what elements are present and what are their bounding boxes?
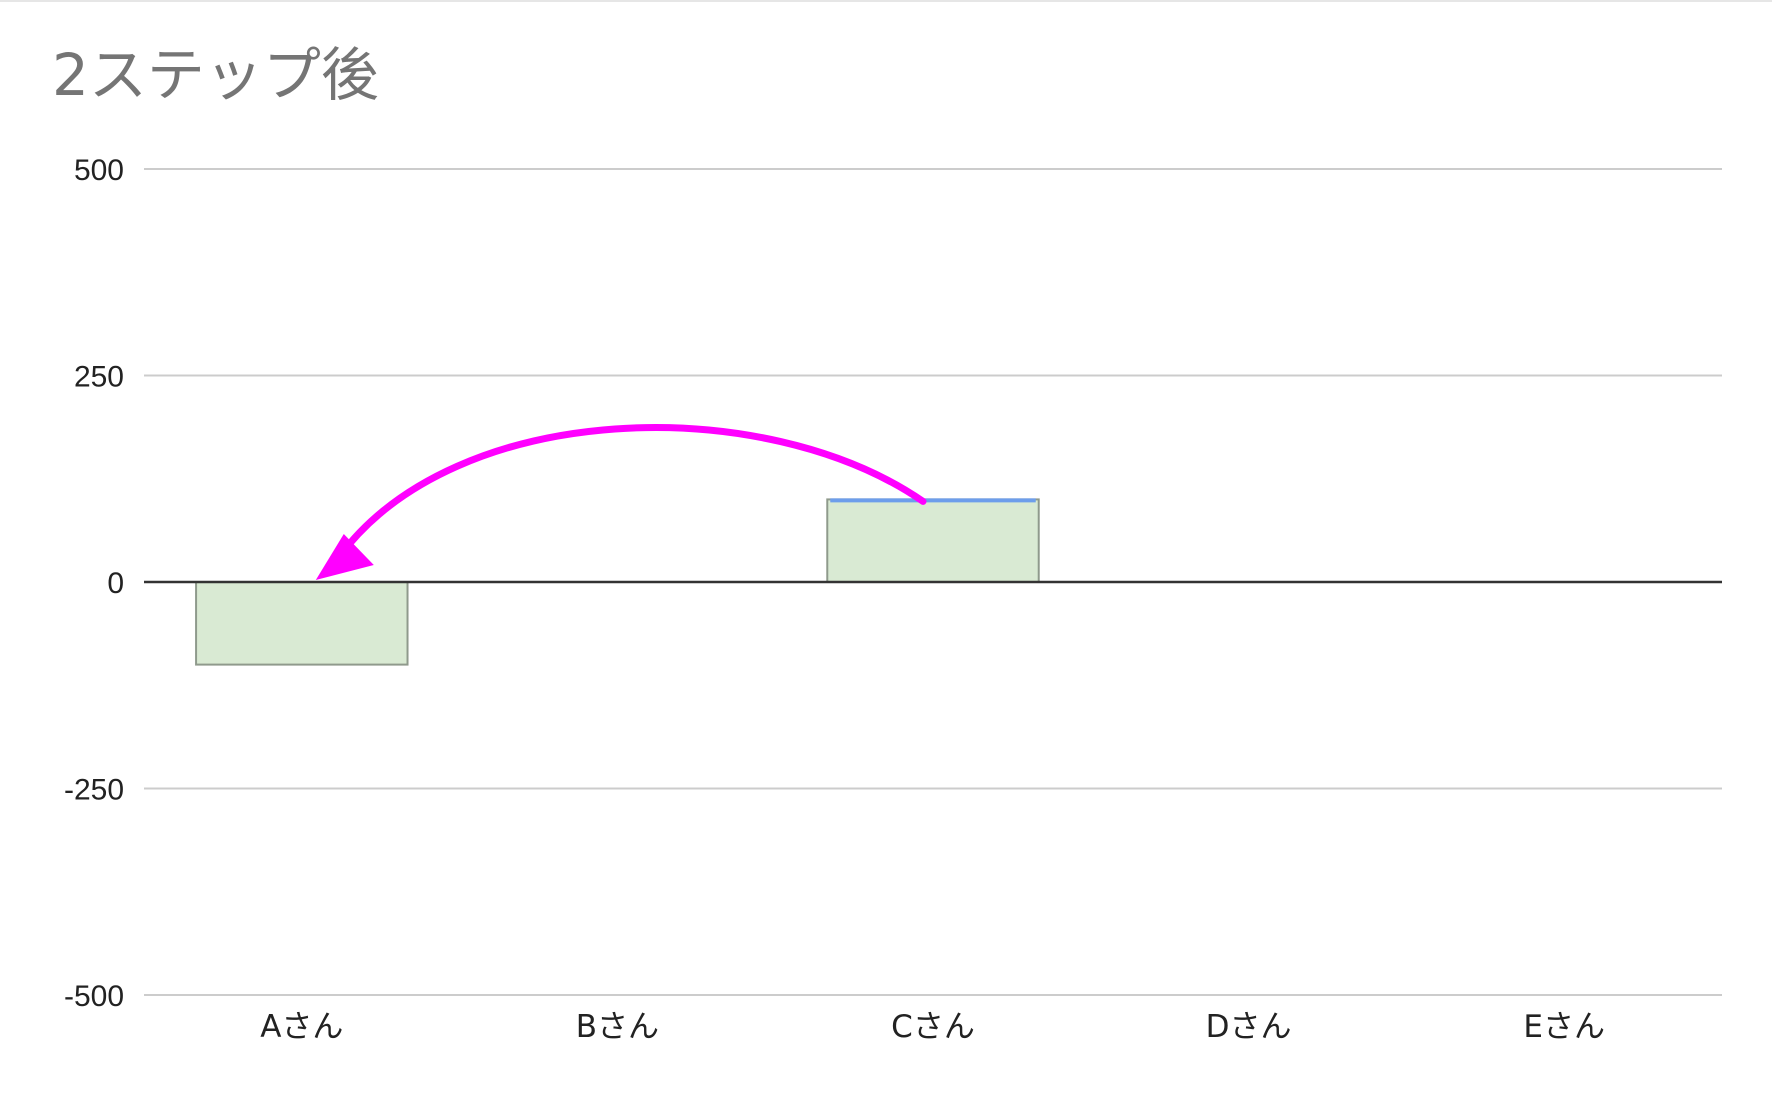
- annotation-arrow: [315, 424, 927, 580]
- y-axis-ticks: 500 250 0 -250 -500: [64, 154, 124, 1013]
- y-tick-label: 250: [74, 361, 124, 394]
- x-category-label: Eさん: [1523, 1009, 1605, 1045]
- x-axis-labels: Aさん Bさん Cさん Dさん Eさん: [260, 1009, 1605, 1045]
- bars: [195, 498, 1040, 666]
- y-tick-label: 0: [107, 567, 124, 600]
- x-category-label: Cさん: [891, 1009, 975, 1045]
- arrow-curve: [336, 424, 927, 560]
- y-tick-label: 500: [74, 154, 124, 187]
- arrow-head: [315, 534, 374, 580]
- x-category-label: Aさん: [260, 1009, 343, 1045]
- bar-2: [826, 498, 1040, 583]
- x-category-label: Bさん: [576, 1009, 659, 1045]
- x-category-label: Dさん: [1206, 1009, 1292, 1045]
- chart-title: 2ステップ後: [52, 41, 379, 109]
- y-tick-label: -250: [64, 774, 124, 807]
- y-tick-label: -500: [64, 980, 124, 1013]
- grid-lines: [144, 168, 1722, 996]
- bar-0: [195, 581, 409, 666]
